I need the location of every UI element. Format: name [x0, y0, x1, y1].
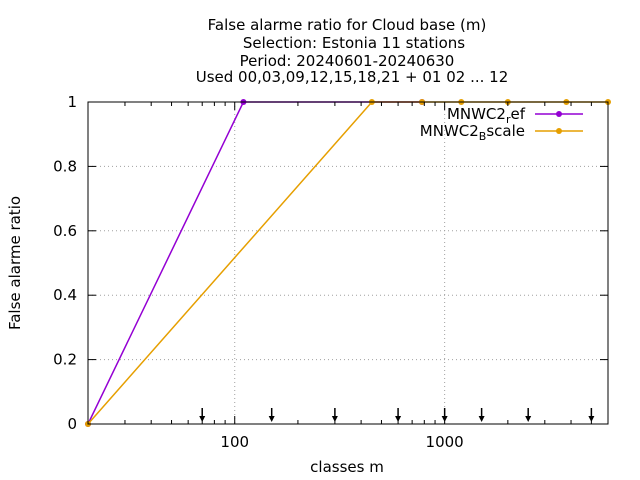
- y-tick-label: 0.6: [53, 222, 77, 240]
- legend-label-2: MNWC2Bscale: [420, 122, 525, 143]
- x-tick-label: 100: [220, 433, 249, 451]
- arrow-marker-head: [268, 416, 275, 422]
- legend-marker-1: [556, 111, 562, 117]
- arrow-marker-head: [478, 416, 485, 422]
- title-line-1: False alarme ratio for Cloud base (m): [208, 16, 487, 34]
- arrow-marker-head: [331, 416, 338, 422]
- arrow-marker-head: [199, 416, 206, 422]
- title-line-3: Period: 20240601-20240630: [240, 52, 455, 70]
- arrow-marker-head: [395, 416, 402, 422]
- series-line-1: [87, 101, 422, 425]
- y-tick-label: 0.8: [53, 157, 77, 175]
- y-tick-label: 0.4: [53, 286, 77, 304]
- arrow-marker-head: [441, 416, 448, 422]
- axis-ticks: 0 0.2 0.4 0.6 0.8 1 100 1000: [53, 93, 608, 451]
- arrow-markers: [199, 408, 595, 422]
- y-tick-label: 1: [67, 93, 77, 111]
- legend-label-1: MNWC2ref: [447, 105, 526, 126]
- grid-lines: [88, 102, 608, 424]
- arrow-marker-head: [588, 416, 595, 422]
- title-line-4: Used 00,03,09,12,15,18,21 + 01 02 ... 12: [196, 68, 509, 86]
- plot-frame: [87, 101, 609, 425]
- legend-marker-2: [556, 128, 562, 134]
- title-line-2: Selection: Estonia 11 stations: [243, 34, 465, 52]
- x-tick-label: 1000: [426, 433, 464, 451]
- chart-title: False alarme ratio for Cloud base (m) Se…: [196, 16, 509, 86]
- series-layer: [85, 99, 611, 427]
- x-axis-label: classes m: [310, 458, 384, 476]
- y-tick-label: 0: [67, 415, 77, 433]
- y-tick-label: 0.2: [53, 351, 77, 369]
- y-axis-label: False alarme ratio: [6, 196, 24, 330]
- arrow-marker-head: [525, 416, 532, 422]
